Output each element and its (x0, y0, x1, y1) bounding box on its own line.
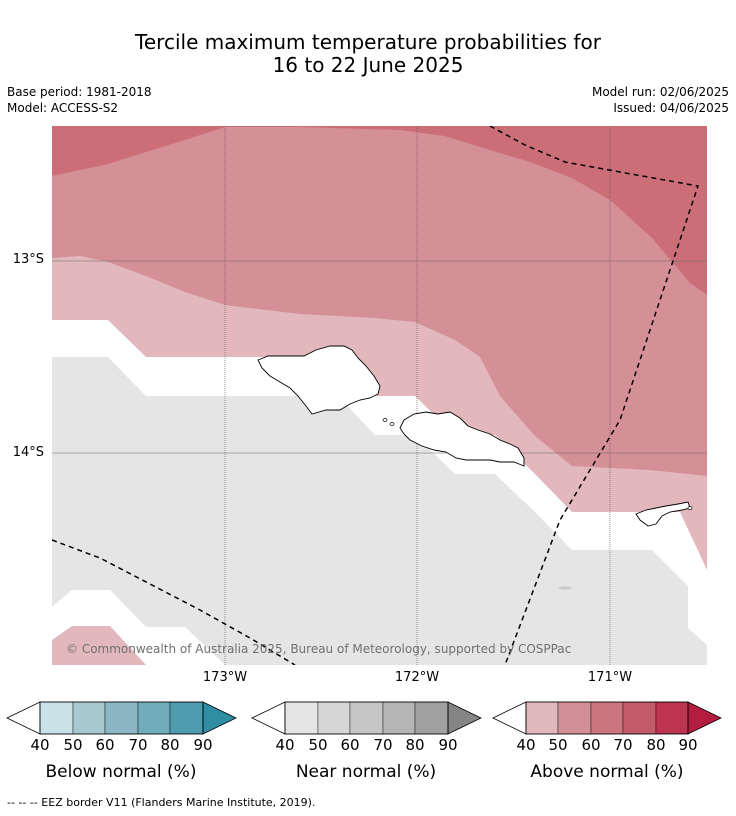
colorbar-near-normal (251, 701, 482, 735)
colorbar-below-normal (6, 701, 237, 735)
colorbar-2-segment-0 (284, 701, 319, 735)
island-manono (382, 418, 388, 422)
island-tutuila (635, 501, 691, 527)
eez-footnote: -- -- -- EEZ border V11 (Flanders Marine… (7, 796, 316, 809)
colorbar-3-segment-4 (655, 701, 689, 735)
cb-above-tick-80: 80 (646, 736, 666, 754)
eez-border-southwest (52, 539, 296, 665)
cb-above-tick-60: 60 (581, 736, 601, 754)
latitude-lines (52, 260, 707, 454)
cb-below-tick-40: 40 (30, 736, 50, 754)
cb-below-tick-90: 90 (193, 736, 213, 754)
cb-near-tick-50: 50 (308, 736, 328, 754)
lon-label-173w: 173°W (202, 670, 248, 685)
above-normal-40-50-patch-inner (52, 626, 146, 665)
cb-below-tick-60: 60 (95, 736, 115, 754)
cb-above-tick-50: 50 (548, 736, 568, 754)
colorbar-3-segment-2 (590, 701, 624, 735)
cb-above-tick-70: 70 (613, 736, 633, 754)
lat-label-14s: 14°S (12, 445, 44, 460)
above-normal-50-60-region (52, 126, 707, 476)
model-run: Model run: 02/06/2025 (591, 85, 729, 99)
colorbar-1-segment-3 (137, 701, 171, 735)
lat-label-13s: 13°S (12, 252, 44, 267)
lon-label-171w: 171°W (587, 670, 633, 685)
island-upolu (399, 411, 525, 467)
cb-above-title: Above normal (%) (530, 762, 684, 782)
eez-border-east (489, 126, 699, 665)
colorbar-2-segment-3 (382, 701, 416, 735)
colorbar-1-segment-0 (39, 701, 74, 735)
colorbar-2-segment-2 (349, 701, 384, 735)
cb-near-tick-70: 70 (373, 736, 393, 754)
colorbar-2-segment-1 (317, 701, 351, 735)
meta-right: Model run: 02/06/2025 Issued: 04/06/2025 (592, 84, 729, 116)
cb-near-tick-80: 80 (405, 736, 425, 754)
island-rose (558, 586, 572, 590)
cb-above-tick-40: 40 (516, 736, 536, 754)
island-apolima (389, 422, 395, 426)
colorbar-above-normal (492, 701, 722, 735)
copyright-notice: © Commonwealth of Australia 2025, Bureau… (66, 642, 572, 656)
cb-below-tick-70: 70 (128, 736, 148, 754)
probability-map (52, 126, 707, 665)
cb-near-tick-40: 40 (275, 736, 295, 754)
meta-left: Base period: 1981-2018 Model: ACCESS-S2 (7, 84, 152, 116)
cb-above-tick-90: 90 (678, 736, 698, 754)
chart-title: Tercile maximum temperature probabilitie… (0, 31, 736, 77)
colorbar-3-segment-5 (687, 701, 722, 735)
cb-below-title: Below normal (%) (45, 762, 197, 782)
cb-below-tick-50: 50 (63, 736, 83, 754)
title-line-2: 16 to 22 June 2025 (272, 53, 464, 77)
colorbar-1-segment-2 (104, 701, 139, 735)
issued-date: Issued: 04/06/2025 (613, 101, 729, 115)
island-savaii (257, 345, 381, 415)
no-signal-band (52, 320, 707, 645)
island-aunuu (687, 506, 693, 510)
colorbar-1-segment-5 (202, 701, 237, 735)
cb-near-tick-90: 90 (438, 736, 458, 754)
colorbar-2-segment-5 (447, 701, 482, 735)
colorbar-2-segment-4 (414, 701, 449, 735)
title-line-1: Tercile maximum temperature probabilitie… (135, 30, 601, 54)
colorbar-3-segment-1 (557, 701, 592, 735)
colorbar-3-segment-0 (525, 701, 559, 735)
cb-near-tick-60: 60 (340, 736, 360, 754)
model-name: Model: ACCESS-S2 (7, 101, 119, 115)
colorbar-1-segment-4 (169, 701, 204, 735)
cb-near-title: Near normal (%) (295, 762, 437, 782)
colorbar-1-segment-1 (72, 701, 106, 735)
above-normal-60-70-region (52, 126, 707, 295)
cb-below-tick-80: 80 (160, 736, 180, 754)
colorbar-3-segment-3 (622, 701, 657, 735)
base-period: Base period: 1981-2018 (7, 85, 152, 99)
lon-label-172w: 172°W (394, 670, 440, 685)
